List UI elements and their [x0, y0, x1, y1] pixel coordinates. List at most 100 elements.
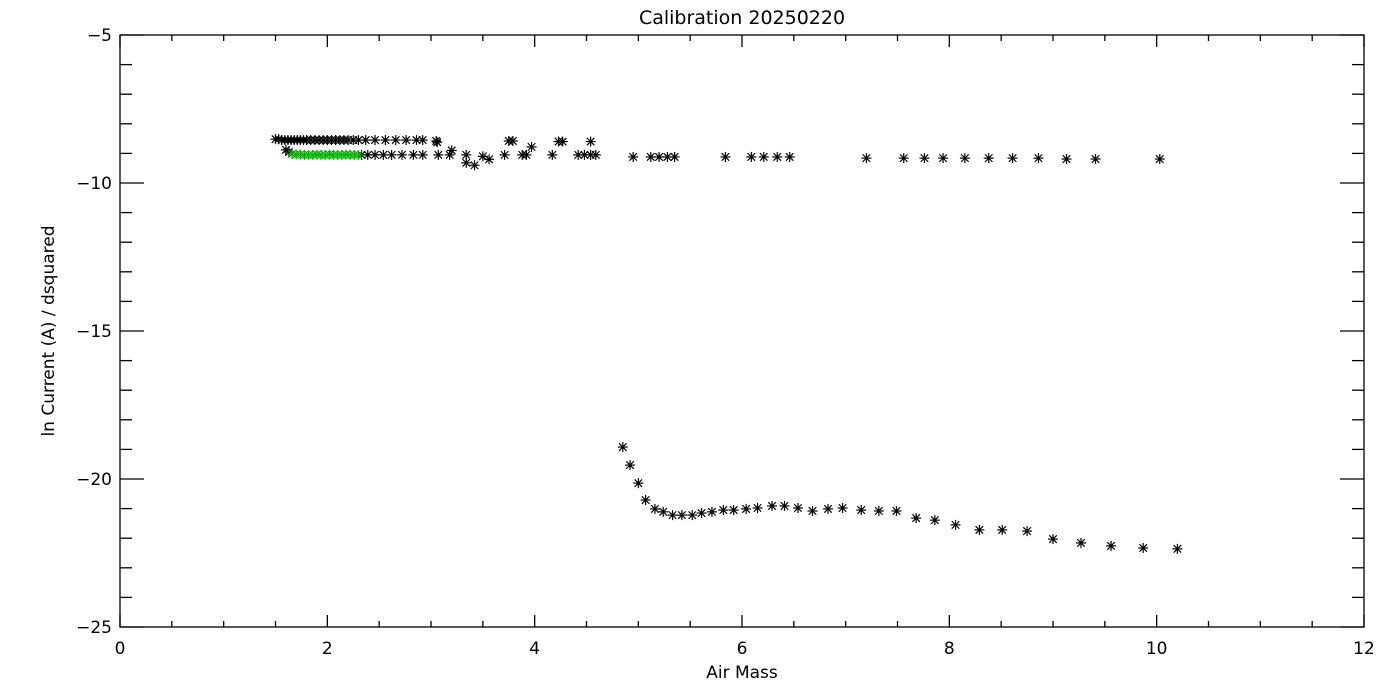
data-point: [898, 153, 909, 164]
data-point: [408, 149, 419, 160]
data-point: [461, 149, 472, 160]
x-tick-label: 10: [1146, 639, 1168, 659]
y-tick-label: −5: [87, 26, 112, 46]
data-point: [469, 160, 480, 171]
data-point: [417, 135, 428, 146]
data-point: [547, 149, 558, 160]
data-point: [959, 153, 970, 164]
data-point: [741, 503, 752, 514]
data-point: [507, 135, 518, 146]
data-point: [837, 503, 848, 514]
data-point: [396, 149, 407, 160]
data-point: [590, 149, 601, 160]
data-point: [1033, 153, 1044, 164]
data-point: [386, 149, 397, 160]
data-point: [1007, 153, 1018, 164]
data-point: [938, 153, 949, 164]
y-tick-label: −25: [76, 618, 112, 638]
data-point: [353, 149, 364, 160]
data-point: [997, 524, 1008, 535]
data-point: [484, 154, 495, 165]
data-point: [1048, 534, 1058, 545]
data-point: [1154, 154, 1165, 165]
data-point: [779, 500, 790, 511]
data-point: [706, 506, 717, 517]
data-point: [720, 151, 731, 162]
data-point: [417, 149, 428, 160]
data-point: [792, 503, 803, 514]
y-tick-label: −10: [76, 174, 112, 194]
data-point: [856, 505, 867, 516]
data-point: [573, 149, 584, 160]
data-point: [758, 151, 769, 162]
data-point: [446, 145, 457, 156]
data-point: [772, 151, 783, 162]
data-point: [1138, 542, 1149, 553]
data-point: [873, 505, 884, 516]
x-tick-label: 8: [944, 639, 955, 659]
data-point: [1075, 537, 1086, 548]
data-point: [676, 510, 687, 521]
data-point: [649, 503, 660, 514]
x-tick-label: 4: [529, 639, 540, 659]
data-point: [696, 508, 707, 519]
data-point: [1022, 526, 1033, 537]
data-point: [380, 135, 391, 146]
data-point: [807, 505, 818, 516]
data-point: [401, 135, 412, 146]
data-point: [687, 510, 698, 521]
data-point: [658, 506, 669, 517]
data-point: [432, 137, 443, 148]
x-tick-label: 6: [737, 639, 748, 659]
data-point: [633, 478, 644, 489]
data-point: [784, 151, 795, 162]
axis-ticks: [119, 34, 1365, 628]
data-point: [557, 136, 568, 147]
x-tick-label: 12: [1353, 639, 1375, 659]
y-axis-label: ln Current (A) / dsquared: [39, 225, 59, 436]
data-point: [669, 151, 680, 162]
data-point: [823, 503, 834, 514]
data-point: [526, 141, 537, 152]
x-axis-label: Air Mass: [706, 663, 778, 683]
data-point: [728, 505, 739, 516]
data-point: [911, 513, 922, 524]
data-point: [433, 149, 444, 160]
data-point: [718, 505, 729, 516]
data-point: [667, 510, 678, 521]
plot-frame: [119, 34, 1365, 628]
data-point: [640, 495, 651, 506]
data-point: [767, 500, 778, 511]
x-tick-label: 2: [322, 639, 333, 659]
y-tick-labels: −25 −20 −15 −10 −5: [76, 26, 112, 638]
data-point: [752, 503, 763, 514]
data-point: [585, 136, 596, 147]
data-point: [1061, 154, 1072, 165]
data-point: [983, 153, 994, 164]
data-point: [625, 460, 636, 471]
data-point: [861, 153, 872, 164]
data-point: [370, 135, 381, 146]
data-point: [746, 151, 757, 162]
data-point: [1172, 543, 1183, 554]
data-point: [370, 149, 381, 160]
data-point: [499, 149, 510, 160]
data-point: [950, 519, 961, 530]
x-tick-labels: 0 2 4 6 8 10 12: [115, 639, 1375, 659]
data-point: [360, 135, 371, 146]
data-point: [521, 149, 532, 160]
y-tick-label: −15: [76, 322, 112, 342]
data-point: [919, 153, 930, 164]
data-points: [270, 134, 1183, 554]
y-tick-label: −20: [76, 470, 112, 490]
data-point: [1106, 540, 1117, 551]
data-point: [628, 151, 639, 162]
chart-title: Calibration 20250220: [639, 7, 845, 29]
data-point: [891, 505, 902, 516]
data-point: [974, 524, 985, 535]
data-point: [929, 515, 940, 526]
x-tick-label: 0: [115, 639, 126, 659]
data-point: [390, 135, 401, 146]
data-point: [461, 157, 472, 168]
